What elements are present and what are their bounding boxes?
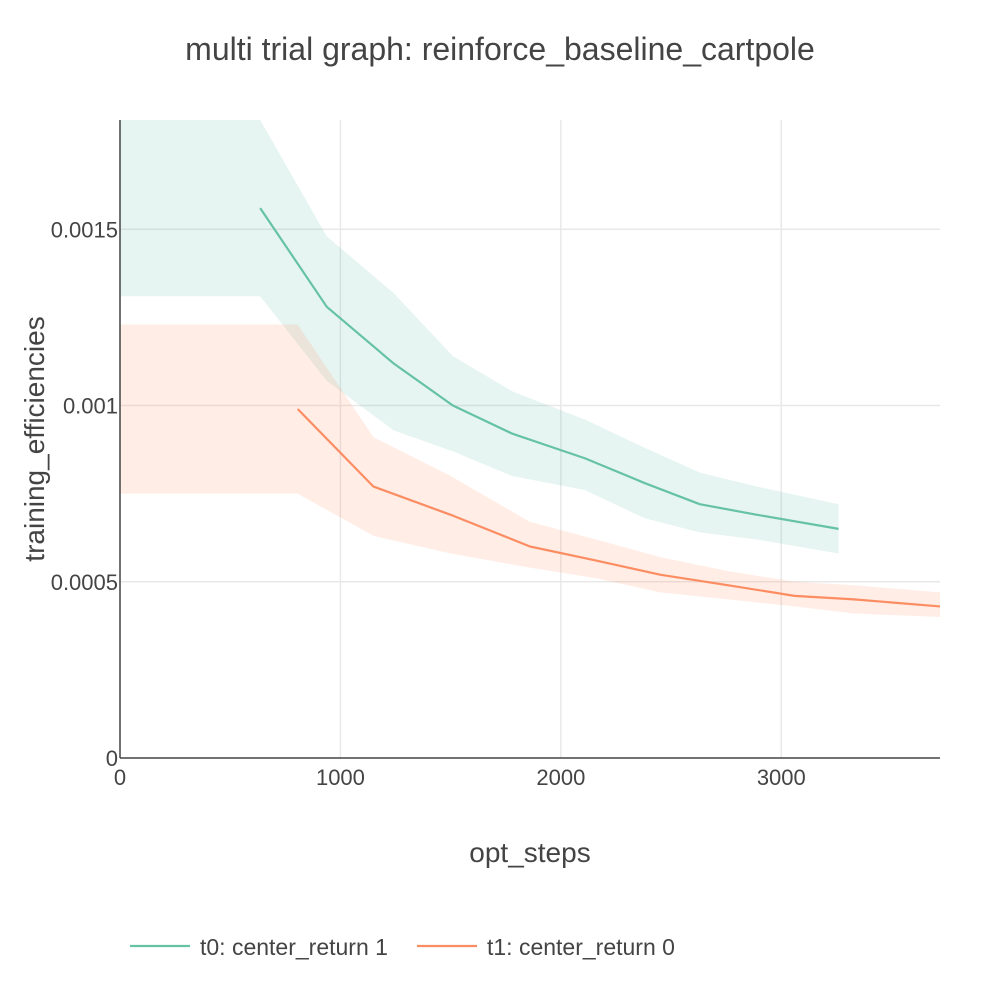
gridlines bbox=[120, 120, 940, 758]
y-tick-label: 0 bbox=[106, 746, 118, 771]
series-line-t1-center-return-0 bbox=[296, 408, 941, 608]
series-line-t0-center-return-1 bbox=[259, 207, 839, 530]
x-tick-label: 3000 bbox=[757, 765, 806, 790]
band-t1-center-return-0 bbox=[120, 324, 940, 618]
x-tick-label: 1000 bbox=[316, 765, 365, 790]
tick-labels: 0 1000 2000 3000 0 0.0005 0.001 0.0015 bbox=[51, 217, 806, 790]
x-tick-label: 0 bbox=[114, 765, 126, 790]
legend-item-t0-center-return-1[interactable]: t0: center_return 1 bbox=[130, 934, 388, 960]
confidence-bands bbox=[120, 120, 940, 618]
y-tick-label: 0.0015 bbox=[51, 217, 118, 242]
series-lines bbox=[259, 207, 941, 608]
legend: t0: center_return 1 t1: center_return 0 bbox=[130, 934, 675, 960]
legend-item-t1-center-return-0[interactable]: t1: center_return 0 bbox=[417, 934, 675, 960]
x-axis-label: opt_steps bbox=[469, 837, 590, 868]
band-t0-center-return-1 bbox=[120, 120, 839, 554]
y-tick-label: 0.0005 bbox=[51, 570, 118, 595]
y-axis-label: training_efficiencies bbox=[19, 316, 50, 561]
axes bbox=[119, 120, 940, 759]
chart-title: multi trial graph: reinforce_baseline_ca… bbox=[185, 31, 815, 67]
y-tick-label: 0.001 bbox=[63, 394, 118, 419]
x-tick-label: 2000 bbox=[536, 765, 585, 790]
legend-label: t1: center_return 0 bbox=[487, 934, 675, 960]
legend-label: t0: center_return 1 bbox=[200, 934, 388, 960]
